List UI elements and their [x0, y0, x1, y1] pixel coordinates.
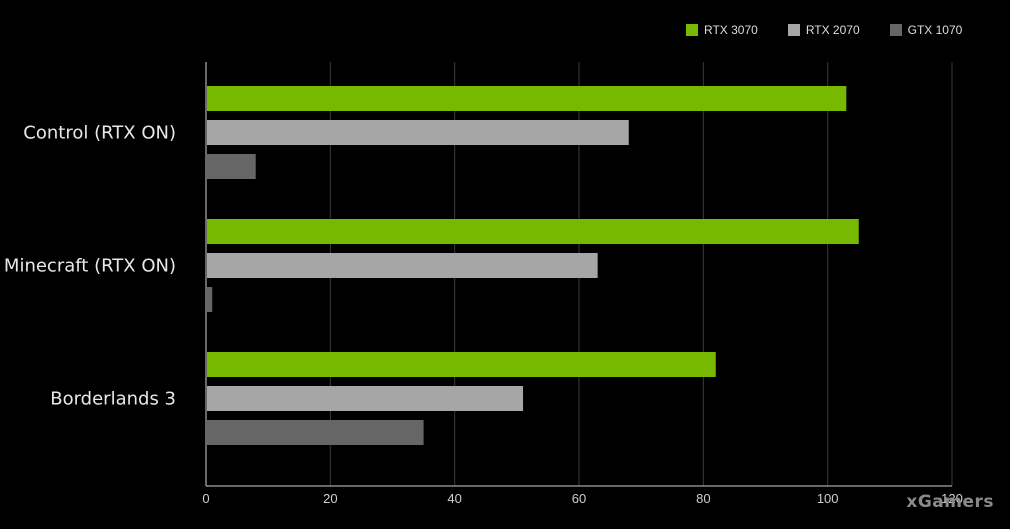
legend-swatch: [787, 24, 800, 36]
category-label: Control (RTX ON): [23, 123, 176, 144]
x-tick-label: 80: [696, 491, 710, 506]
legend-label: RTX 2070: [805, 23, 860, 37]
legend-swatch: [686, 24, 698, 36]
bar: [207, 86, 847, 111]
bar: [207, 287, 213, 312]
x-tick-label: 40: [447, 491, 461, 506]
bar: [207, 219, 859, 244]
bar: [207, 352, 716, 377]
x-tick-label: 100: [817, 491, 839, 506]
legend: RTX 3070 RTX 2070 GTX 1070: [686, 23, 962, 37]
legend-item-rtx-2070: RTX 2070: [787, 23, 860, 37]
bar: [207, 253, 598, 278]
legend-item-rtx-3070: RTX 3070: [686, 23, 758, 37]
bar: [207, 154, 256, 179]
category-label: Borderlands 3: [50, 389, 176, 410]
legend-swatch: [889, 24, 902, 36]
category-label: Minecraft (RTX ON): [4, 256, 176, 277]
legend-label: RTX 3070: [704, 23, 758, 37]
bar: [207, 120, 629, 145]
bar: [207, 420, 424, 445]
x-tick-label: 0: [202, 491, 209, 506]
x-tick-label: 120: [941, 491, 963, 506]
bar: [207, 386, 524, 411]
legend-item-gtx-1070: GTX 1070: [889, 23, 963, 37]
x-tick-label: 20: [323, 491, 337, 506]
watermark: xGamers: [906, 492, 994, 512]
legend-label: GTX 1070: [907, 23, 963, 37]
x-tick-label: 60: [572, 491, 586, 506]
